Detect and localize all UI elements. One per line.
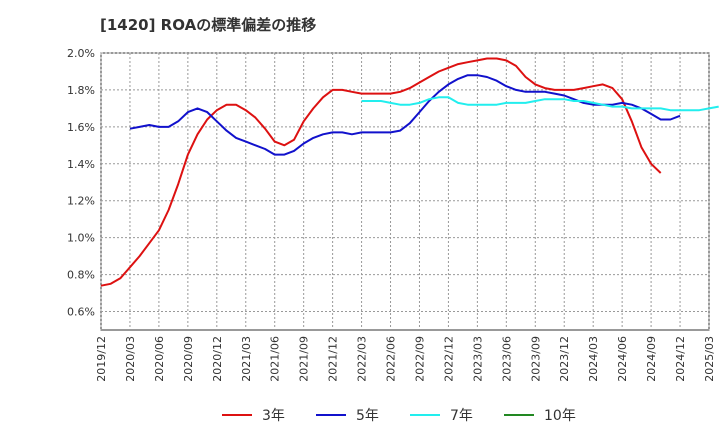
y-tick-label: 1.0%: [67, 232, 95, 245]
x-tick-label: 2024/06: [616, 336, 629, 382]
x-tick-label: 2020/03: [124, 336, 137, 382]
plot-area: [100, 52, 710, 331]
x-tick-label: 2024/12: [674, 336, 687, 382]
x-axis: 2019/12 2020/03 2020/06 2020/09 2020/12 2021/…: [95, 336, 716, 382]
grid-lines: [100, 52, 710, 330]
x-tick-label: 2021/06: [269, 336, 282, 382]
legend-label-10年: 10年: [544, 408, 576, 424]
x-tick-label: 2022/03: [356, 336, 369, 382]
legend: 3年 5年 7年 10年: [222, 408, 576, 424]
y-tick-label: 2.0%: [67, 47, 95, 60]
x-tick-label: 2024/09: [645, 336, 658, 382]
x-tick-label: 2022/06: [385, 336, 398, 382]
y-tick-label: 1.6%: [67, 121, 95, 134]
x-tick-label: 2020/12: [211, 336, 224, 382]
x-tick-label: 2021/09: [298, 336, 311, 382]
x-tick-label: 2022/09: [413, 336, 426, 382]
x-tick-label: 2019/12: [95, 336, 108, 382]
legend-label-3年: 3年: [262, 408, 285, 424]
y-axis: 2.0% 1.8% 1.6% 1.4% 1.2% 1.0% 0.8% 0.6%: [67, 47, 95, 319]
x-tick-label: 2020/06: [153, 336, 166, 382]
x-tick-label: 2020/09: [182, 336, 195, 382]
y-tick-label: 1.8%: [67, 84, 95, 97]
chart-title: [1420] ROAの標準偏差の推移: [100, 16, 317, 34]
y-tick-label: 1.2%: [67, 195, 95, 208]
series-lines: [100, 57, 719, 287]
legend-label-5年: 5年: [356, 408, 379, 424]
x-tick-label: 2022/12: [442, 336, 455, 382]
y-tick-label: 0.8%: [67, 269, 95, 282]
legend-label-7年: 7年: [450, 408, 473, 424]
series-line-3年: [100, 57, 662, 287]
series-line-7年: [361, 96, 719, 112]
y-tick-label: 0.6%: [67, 306, 95, 319]
x-tick-label: 2023/03: [471, 336, 484, 382]
x-tick-label: 2024/03: [587, 336, 600, 382]
x-tick-label: 2023/12: [558, 336, 571, 382]
x-tick-label: 2025/03: [703, 336, 716, 382]
x-tick-label: 2021/12: [327, 336, 340, 382]
x-tick-label: 2023/09: [529, 336, 542, 382]
x-tick-label: 2023/06: [500, 336, 513, 382]
x-tick-label: 2021/03: [240, 336, 253, 382]
series-line-5年: [129, 74, 681, 156]
y-tick-label: 1.4%: [67, 158, 95, 171]
